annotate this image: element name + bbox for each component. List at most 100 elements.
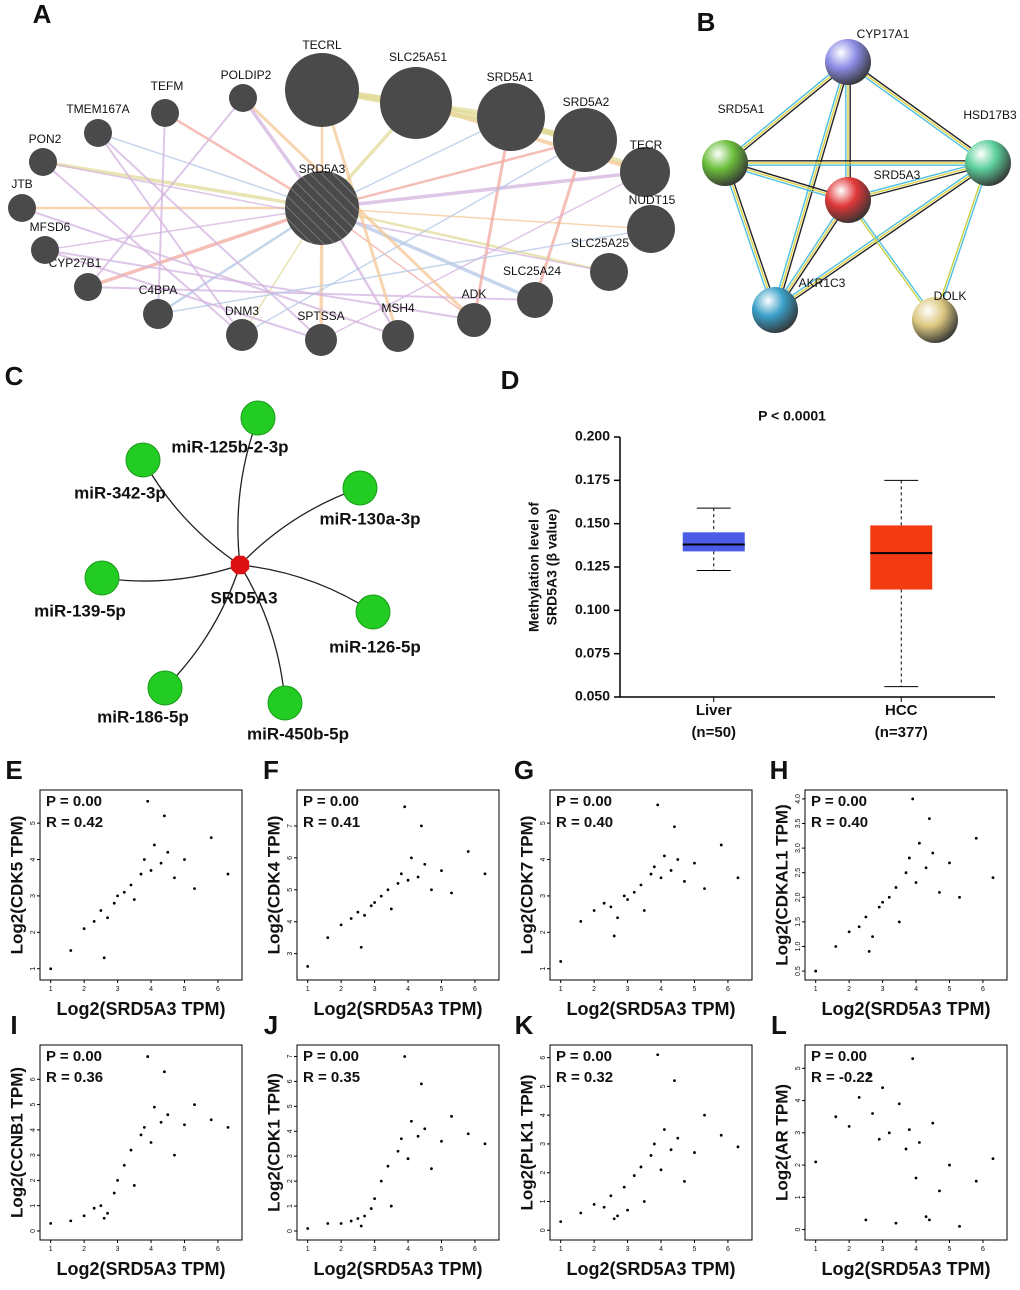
x-tick-label: 2	[82, 1246, 86, 1253]
x-tick-label: 5	[948, 1246, 952, 1253]
gene-node	[31, 236, 59, 264]
gene-node	[382, 320, 414, 352]
scatter-point	[622, 894, 626, 898]
scatter-point	[649, 872, 653, 876]
gene-node	[477, 83, 545, 151]
network-edge	[725, 63, 850, 166]
gene-label: DNM3	[225, 304, 259, 318]
scatter-point	[149, 869, 153, 872]
x-tick-label: 3	[881, 986, 885, 993]
scatter-point	[193, 1103, 196, 1106]
scatter-point	[92, 1206, 96, 1210]
y-tick-label: 2	[30, 930, 37, 934]
scatter-point	[656, 803, 660, 807]
scatter-point	[897, 1102, 901, 1106]
x-tick-label: 3	[116, 1246, 120, 1253]
gene-node	[627, 205, 675, 253]
panel-letter: G	[514, 755, 534, 785]
mirna-node	[147, 670, 183, 706]
center-node	[230, 555, 250, 575]
y-tick-label: 0.5	[795, 966, 802, 976]
scatter-point	[814, 969, 818, 973]
y-tick-label: 3	[30, 1153, 37, 1157]
scatter-point	[416, 1134, 420, 1138]
y-tick-label: 0.200	[575, 428, 610, 444]
scatter-point	[914, 881, 918, 884]
scatter-point	[420, 1082, 423, 1086]
scatter-point	[112, 901, 116, 905]
scatter-point	[386, 1164, 390, 1168]
y-axis-label: Log2(CDK7 TPM)	[517, 816, 536, 955]
gene-label: SLC25A24	[503, 264, 561, 278]
mirna-node	[267, 685, 303, 721]
gene-node	[305, 324, 337, 356]
scatter-point	[639, 883, 643, 887]
scatter-point	[612, 934, 616, 938]
scatter-point	[907, 856, 911, 860]
annotation: R = -0.22	[811, 1069, 873, 1086]
x-tick-label: 1	[814, 986, 818, 993]
protein-node	[825, 39, 871, 85]
y-tick-label: 0	[287, 1229, 294, 1233]
x-tick-label: 4	[149, 1246, 153, 1253]
scatter-point	[948, 1163, 951, 1167]
panel-letter: J	[264, 1010, 278, 1040]
scatter-point	[139, 872, 143, 876]
x-tick-label: 5	[440, 986, 444, 993]
y-tick-label: 2.5	[795, 868, 802, 878]
scatter-point	[864, 1218, 868, 1222]
network-edge	[723, 59, 848, 162]
box	[682, 532, 745, 552]
network-edge	[321, 207, 652, 230]
panel-letter: L	[771, 1010, 787, 1040]
scatter-point	[399, 1137, 403, 1141]
y-axis-label: Log2(CCNB1 TPM)	[7, 1067, 26, 1218]
scatter-point	[146, 1055, 150, 1058]
scatter-point	[904, 871, 908, 875]
scatter-point	[106, 916, 109, 920]
gene-node	[553, 108, 617, 172]
network-edge	[42, 160, 323, 210]
y-tick-label: 3	[30, 894, 37, 898]
box	[870, 525, 933, 590]
scatter-point	[904, 1147, 908, 1151]
x-tick-label: 6	[981, 986, 985, 993]
scatter-point	[609, 1194, 613, 1198]
scatter-point	[659, 1168, 663, 1172]
scatter-point	[379, 1179, 383, 1183]
protein-node	[702, 140, 748, 186]
x-tick-label: 1	[306, 1246, 310, 1253]
gene-label: SRD5A2	[563, 95, 610, 109]
protein-label: SRD5A1	[718, 102, 765, 116]
scatter-point	[834, 1115, 838, 1119]
scatter-point	[82, 1214, 86, 1218]
plot-frame	[39, 1044, 243, 1241]
scatter-point	[602, 1205, 606, 1209]
scatter-point	[129, 883, 133, 887]
gene-label: TEFM	[151, 79, 184, 93]
scatter-point	[483, 1142, 487, 1146]
annotation: P = 0.00	[46, 793, 102, 810]
scatter-point	[152, 843, 156, 847]
mirna-node	[355, 594, 391, 630]
scatter-point	[430, 888, 433, 892]
scatter-point	[440, 1139, 443, 1143]
scatter-point	[719, 843, 723, 847]
gene-node	[457, 303, 491, 337]
gene-label: ADK	[462, 287, 487, 301]
y-tick-label: 3	[795, 1131, 802, 1135]
scatter-point	[673, 825, 676, 829]
scatter-point	[958, 895, 961, 899]
scatter-point	[857, 925, 861, 929]
gene-label: CYP27B1	[49, 256, 102, 270]
scatter-point	[226, 1125, 230, 1129]
x-tick-label: 1	[559, 986, 563, 993]
scatter-point	[142, 1125, 146, 1129]
scatter-point	[834, 945, 838, 948]
scatter-point	[440, 869, 443, 873]
plot-frame	[549, 1044, 753, 1241]
network-edge	[846, 200, 935, 322]
protein-label: DOLK	[934, 289, 967, 303]
x-tick-label: (n=377)	[875, 724, 928, 741]
scatter-point	[693, 1151, 696, 1154]
